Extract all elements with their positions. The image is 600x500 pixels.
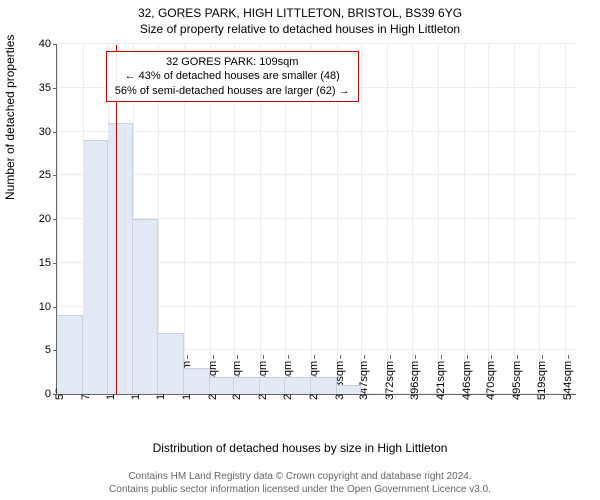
gridline-vertical <box>514 45 515 394</box>
annotation-line-3: 56% of semi-detached houses are larger (… <box>115 84 350 98</box>
y-tick-label: 40 <box>21 38 51 50</box>
histogram-bar <box>285 377 311 395</box>
histogram-bar <box>57 315 83 394</box>
y-tick-label: 0 <box>21 388 51 400</box>
x-tick-label: 421sqm <box>435 361 447 400</box>
gridline-vertical <box>387 45 388 394</box>
x-tick-label: 495sqm <box>511 361 523 400</box>
x-tick-label: 544sqm <box>562 361 574 400</box>
gridline-vertical <box>488 45 489 394</box>
footer-line-1: Contains HM Land Registry data © Crown c… <box>0 470 600 483</box>
footer-licence: Contains HM Land Registry data © Crown c… <box>0 470 600 496</box>
gridline-vertical <box>412 45 413 394</box>
x-tick-label: 519sqm <box>536 361 548 400</box>
y-tick-label: 20 <box>21 213 51 225</box>
gridline-vertical <box>438 45 439 394</box>
gridline-vertical <box>539 45 540 394</box>
gridline-vertical <box>361 45 362 394</box>
x-tick-label: 446sqm <box>461 361 473 400</box>
gridline-vertical <box>565 45 566 394</box>
y-tick-label: 5 <box>21 344 51 356</box>
histogram-bar <box>133 219 158 394</box>
y-tick-label: 30 <box>21 126 51 138</box>
chart-title-address: 32, GORES PARK, HIGH LITTLETON, BRISTOL,… <box>0 0 600 20</box>
x-tick-label: 470sqm <box>485 361 497 400</box>
x-axis-label: Distribution of detached houses by size … <box>0 441 600 455</box>
x-tick-label: 396sqm <box>409 361 421 400</box>
x-tick-label: 347sqm <box>358 361 370 400</box>
histogram-bar <box>337 385 362 394</box>
histogram-bar <box>184 368 210 394</box>
footer-line-2: Contains public sector information licen… <box>0 483 600 496</box>
y-tick-label: 10 <box>21 301 51 313</box>
gridline-horizontal <box>57 131 576 132</box>
y-tick-label: 15 <box>21 257 51 269</box>
gridline-vertical <box>464 45 465 394</box>
histogram-bar <box>158 333 184 394</box>
plot-area: 051015202530354052sqm77sqm101sqm126sqm15… <box>56 45 576 395</box>
histogram-bar <box>234 377 260 395</box>
chart-title-subtitle: Size of property relative to detached ho… <box>0 20 600 36</box>
y-tick-label: 35 <box>21 82 51 94</box>
annotation-line-2: ← 43% of detached houses are smaller (48… <box>115 69 350 83</box>
histogram-bar <box>311 377 337 395</box>
annotation-line-1: 32 GORES PARK: 109sqm <box>115 55 350 69</box>
gridline-horizontal <box>57 43 576 44</box>
histogram-bar <box>210 377 235 395</box>
histogram-bar <box>260 377 285 395</box>
histogram-bar <box>83 140 108 394</box>
histogram-bar <box>108 123 134 394</box>
y-tick-label: 25 <box>21 169 51 181</box>
annotation-box: 32 GORES PARK: 109sqm← 43% of detached h… <box>106 51 359 102</box>
gridline-horizontal <box>57 174 576 175</box>
y-axis-label: Number of detached properties <box>3 35 17 200</box>
chart-container: 32, GORES PARK, HIGH LITTLETON, BRISTOL,… <box>0 0 600 500</box>
x-tick-label: 372sqm <box>384 361 396 400</box>
